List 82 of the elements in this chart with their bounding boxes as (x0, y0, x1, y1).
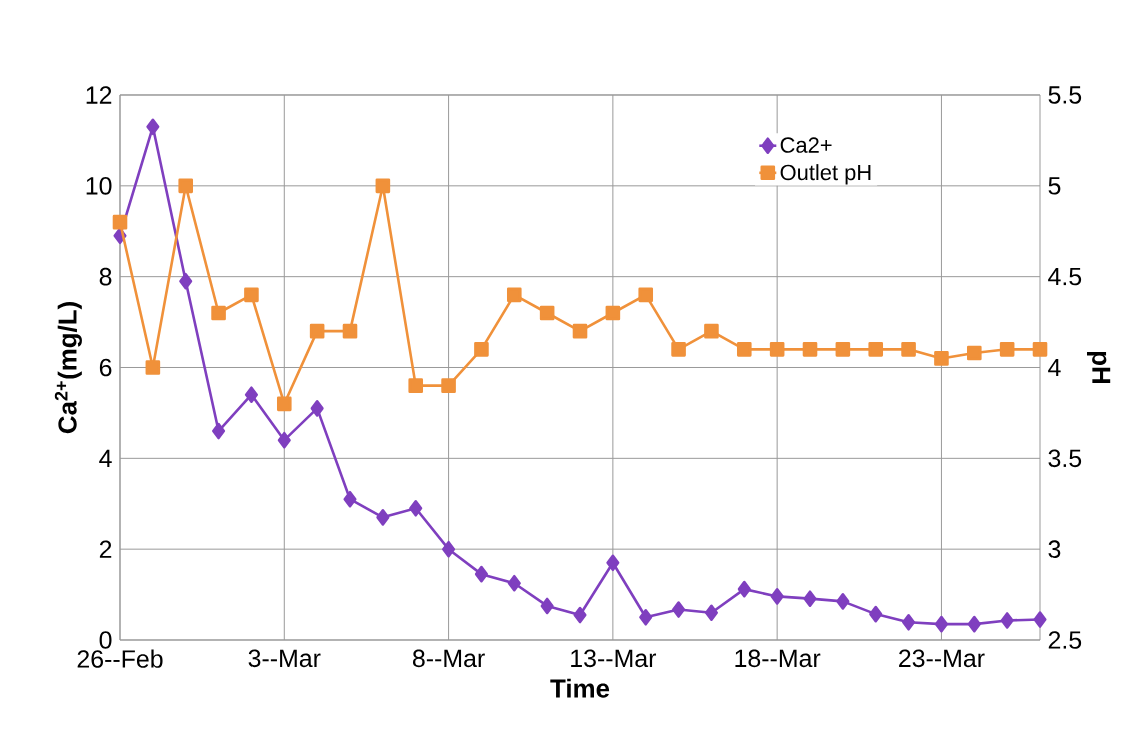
point (540, 597, 554, 615)
point (474, 342, 489, 357)
point (902, 613, 916, 631)
y2-tick-label: 4 (1048, 358, 1061, 377)
legend-label: Ca2+ (780, 137, 832, 153)
point (934, 351, 949, 366)
point (309, 323, 325, 339)
point (803, 590, 817, 607)
point (474, 565, 488, 583)
point (672, 601, 686, 618)
point (244, 386, 258, 404)
point (442, 540, 456, 558)
x-tick-label: 18--Mar (735, 649, 821, 668)
point (179, 272, 193, 290)
point (934, 615, 948, 633)
point (605, 305, 621, 321)
point (376, 509, 390, 526)
point (375, 178, 391, 194)
point (901, 342, 916, 357)
legend-label: Outlet pH (780, 164, 871, 185)
point (736, 342, 752, 357)
point (573, 606, 587, 624)
point (967, 615, 981, 633)
point (342, 323, 358, 339)
y2-tick-label: 5.5 (1048, 86, 1082, 104)
y-tick-label: 12 (86, 86, 112, 104)
point (737, 580, 751, 598)
point (639, 608, 653, 626)
point (769, 342, 785, 357)
point (572, 323, 588, 339)
x-tick-label: 13--Mar (571, 649, 657, 668)
y2-tick-label: 4.5 (1048, 267, 1082, 286)
y-axis-title: Ca$^{2+}$(mg/L) (54, 302, 82, 434)
point (836, 593, 850, 610)
point (441, 378, 456, 393)
point (211, 305, 226, 321)
y-tick-label: 8 (99, 267, 112, 286)
point (802, 342, 818, 357)
y2-tick-label: 3.5 (1048, 449, 1082, 468)
point (409, 499, 423, 517)
point (343, 490, 357, 508)
point (638, 287, 654, 303)
point (704, 604, 718, 622)
point (1000, 612, 1014, 629)
y2-tick-label: 3 (1048, 540, 1061, 558)
point (145, 360, 161, 375)
y-tick-label: 10 (86, 177, 112, 195)
point (178, 178, 194, 194)
x-tick-label: 8--Mar (412, 649, 485, 668)
point (244, 287, 259, 303)
y-tick-label: 6 (99, 358, 112, 377)
point (212, 422, 226, 440)
point (277, 431, 291, 449)
point (999, 342, 1015, 357)
point (112, 214, 128, 230)
point (1032, 342, 1048, 357)
y-tick-label: 0 (99, 631, 112, 649)
point (408, 378, 424, 393)
y2-tick-label: 5 (1048, 177, 1061, 195)
point (146, 118, 160, 136)
point (770, 588, 784, 605)
y-tick-label: 2 (99, 540, 112, 558)
x-tick-label: 3--Mar (248, 649, 321, 668)
point (506, 287, 522, 303)
point (868, 342, 884, 357)
y2-tick-label: 2.5 (1048, 631, 1082, 649)
point (967, 345, 982, 361)
y-tick-label: 4 (99, 449, 112, 467)
point (835, 342, 851, 357)
x-axis-title: Time (550, 678, 610, 698)
point (276, 396, 292, 412)
y2-axis-title: pH (1087, 351, 1111, 384)
point (1033, 611, 1047, 628)
point (507, 574, 521, 592)
x-tick-label: 23--Mar (899, 649, 985, 668)
point (869, 605, 883, 623)
point (310, 400, 324, 417)
point (606, 554, 620, 572)
point (671, 342, 686, 357)
point (539, 305, 555, 321)
x-tick-label: 26--Feb (77, 649, 163, 668)
point (704, 323, 719, 339)
